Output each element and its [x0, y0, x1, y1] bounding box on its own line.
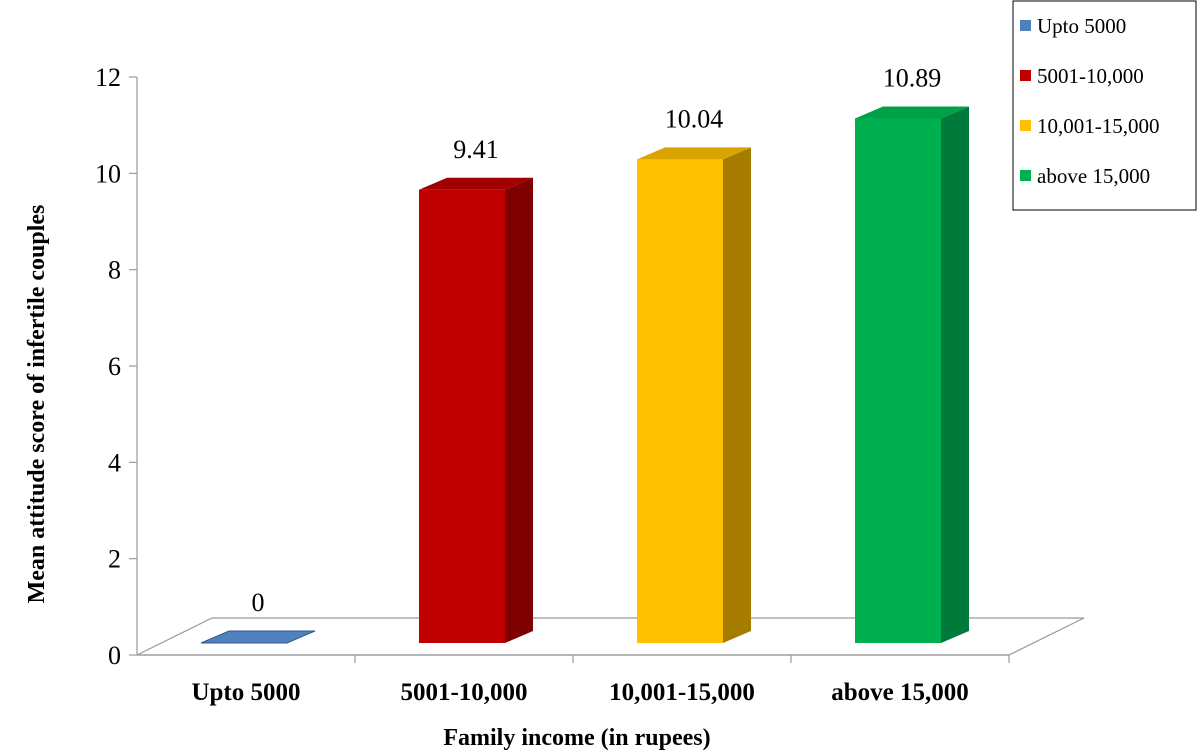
y-tick-label: 6	[108, 352, 121, 381]
bar	[637, 147, 751, 643]
x-tick-label: 10,001-15,000	[609, 679, 755, 706]
legend-entry: above 15,000	[1037, 164, 1150, 188]
bar-front-face	[637, 159, 723, 643]
y-tick-label: 10	[95, 159, 121, 188]
legend-swatch	[1020, 70, 1031, 81]
y-tick-label: 4	[108, 448, 121, 477]
axes: 0 2 4 6 8 10 12	[95, 63, 1010, 670]
bar	[200, 630, 316, 644]
legend-entry: Upto 5000	[1037, 14, 1126, 38]
data-label: 10.89	[883, 63, 942, 92]
y-tick-label: 0	[108, 641, 121, 670]
legend-box	[1012, 0, 1197, 211]
bar-top-face	[855, 106, 969, 119]
y-axis-title: Mean attitude score of infertile couples	[24, 205, 50, 604]
data-label: 9.41	[453, 135, 499, 164]
legend-swatch	[1020, 20, 1031, 31]
bars	[200, 106, 969, 644]
legend-swatch	[1020, 120, 1031, 131]
data-label: 10.04	[665, 104, 724, 133]
bar	[419, 177, 533, 644]
bar-front-face	[419, 189, 505, 644]
bar-top-face	[419, 177, 533, 190]
labels: Upto 5000 5001-10,000 10,001-15,000 above 1…	[24, 63, 969, 751]
data-label: 0	[252, 588, 265, 617]
y-tick-label: 12	[95, 63, 121, 92]
x-axis-title: Family income (in rupees)	[443, 725, 710, 751]
y-tick-label: 8	[108, 256, 121, 285]
legend-entry: 10,001-15,000	[1037, 114, 1160, 138]
bar-top-face	[200, 630, 316, 644]
x-tick-label: above 15,000	[831, 679, 969, 706]
legend: Upto 5000 5001-10,000 10,001-15,000 above 1…	[1012, 0, 1197, 211]
legend-swatch	[1020, 170, 1031, 181]
bar-front-face	[855, 118, 941, 644]
bar-top-face	[637, 147, 751, 160]
legend-entry: 5001-10,000	[1037, 64, 1144, 88]
x-tick-label: Upto 5000	[191, 679, 300, 706]
bar	[855, 106, 969, 644]
bar-side-face	[723, 147, 751, 643]
bar-side-face	[505, 177, 533, 644]
x-tick-label: 5001-10,000	[400, 679, 527, 706]
bar-side-face	[941, 106, 969, 644]
y-tick-label: 2	[108, 545, 121, 574]
